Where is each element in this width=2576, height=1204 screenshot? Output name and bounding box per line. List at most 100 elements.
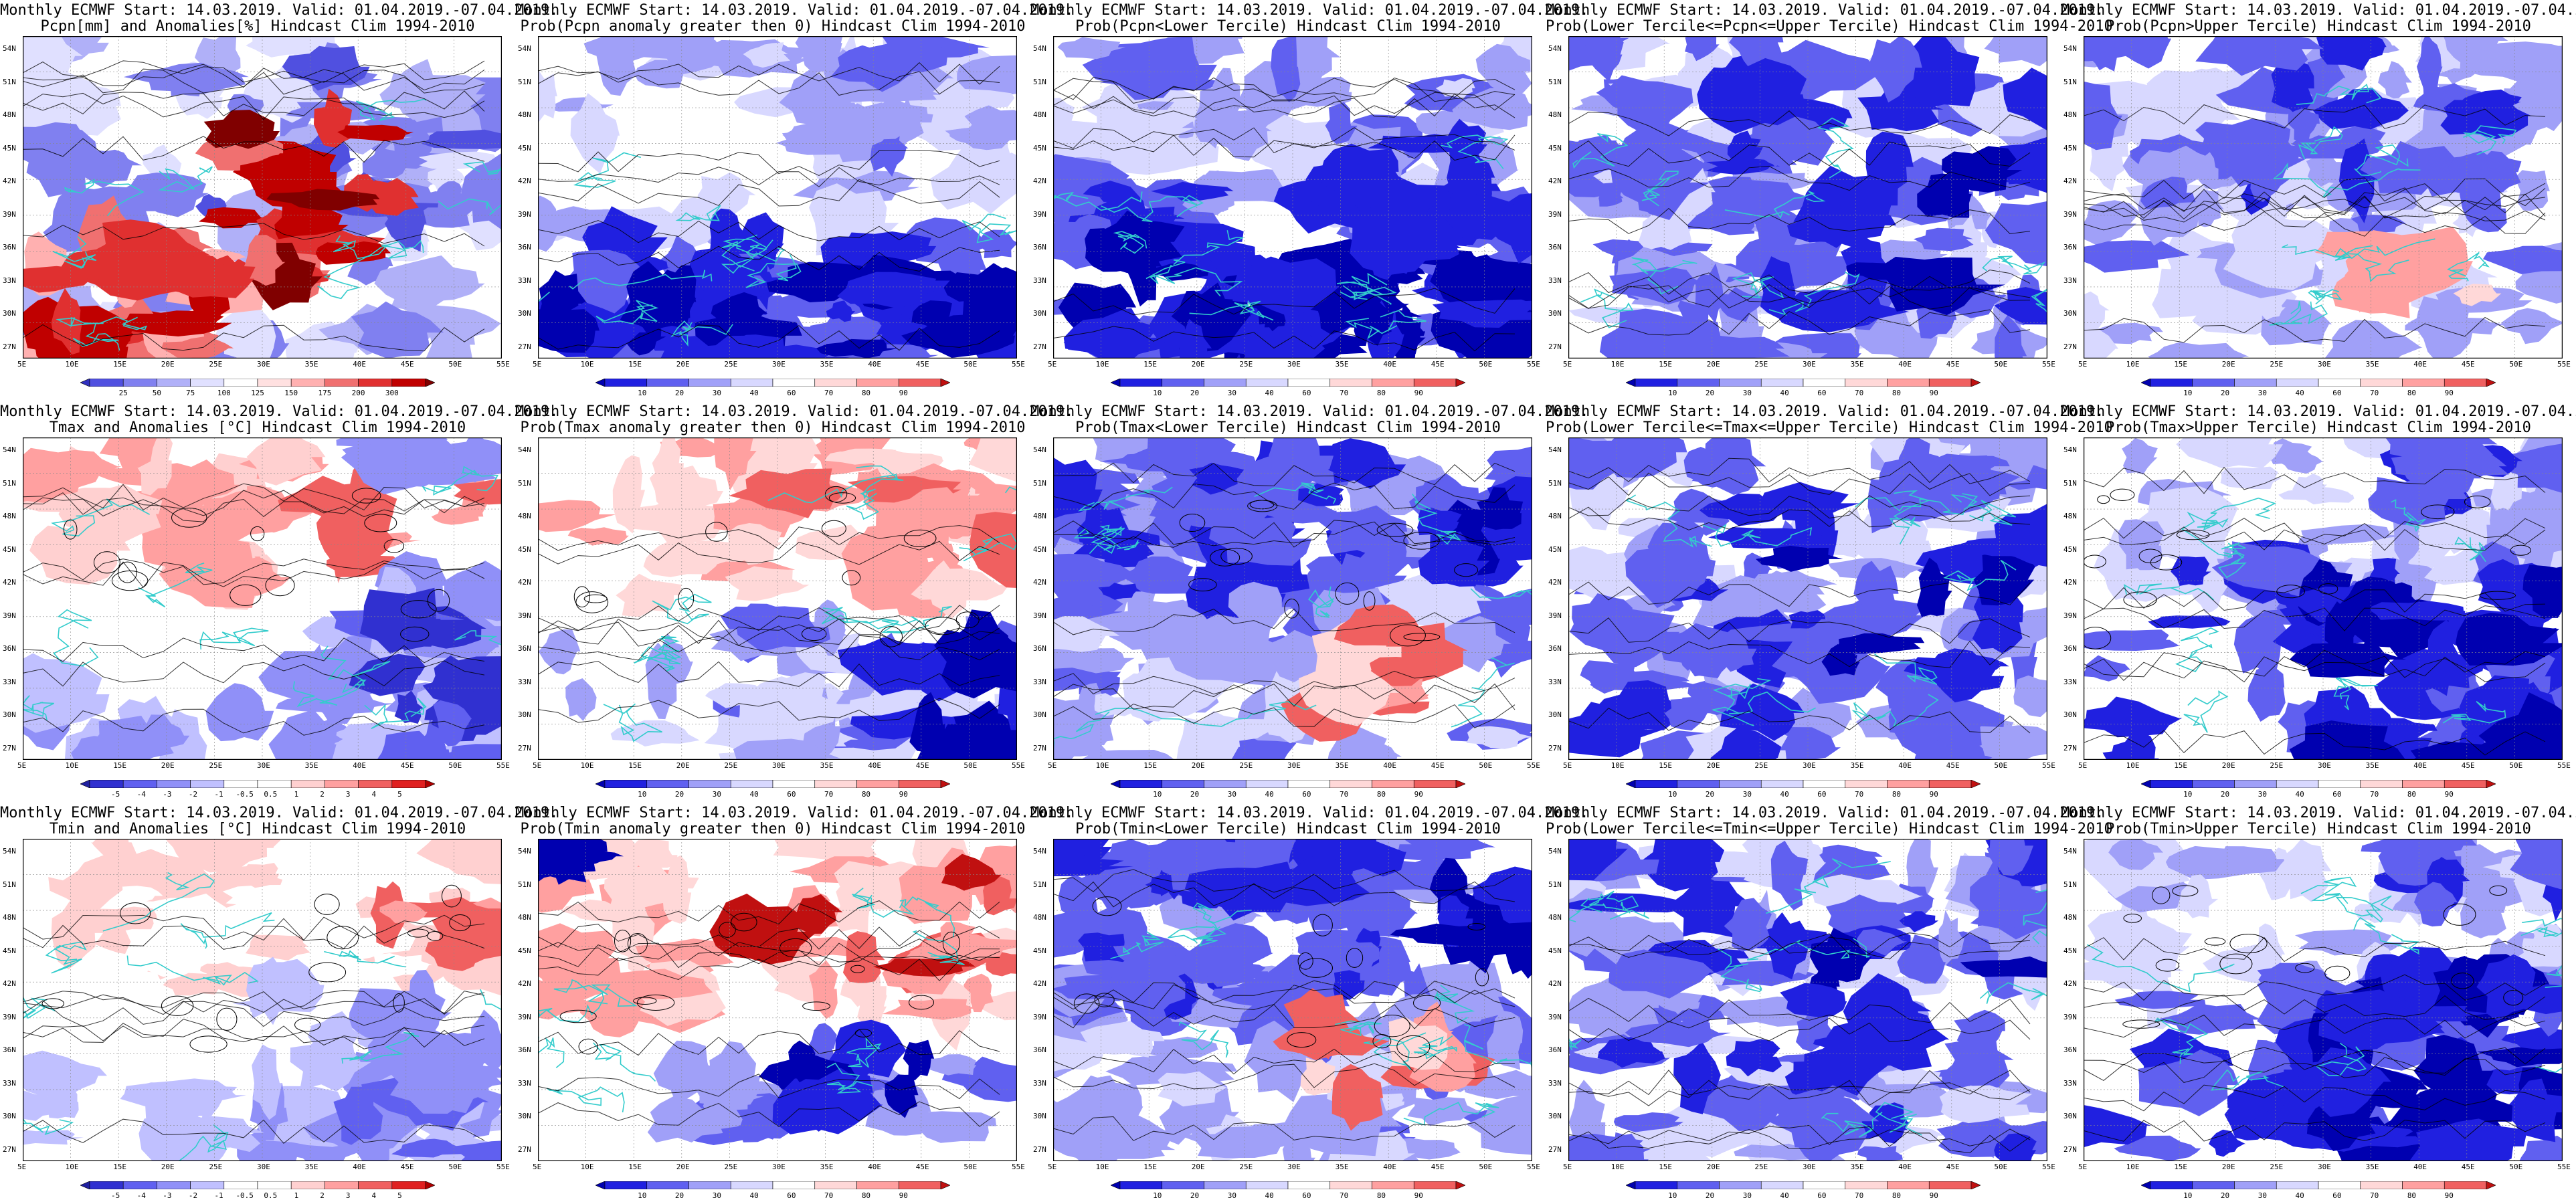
shaded-area: [2084, 200, 2140, 247]
shaded-area: [941, 854, 1002, 891]
colorbar-segment: [2234, 1181, 2277, 1189]
coastline: [462, 161, 502, 194]
latitude-label: 48N: [1033, 110, 1046, 120]
contour-ring: [824, 486, 848, 503]
longitude-label: 55E: [2042, 761, 2055, 770]
colorbar-segment: [1845, 1181, 1888, 1189]
colorbar-segment: [1803, 780, 1846, 788]
shaded-area: [23, 839, 104, 881]
colorbar-tick-label: -3: [163, 1191, 172, 1200]
colorbar-tick-label: 60: [1817, 1191, 1827, 1200]
shaded-area: [666, 36, 703, 72]
shaded-area: [1598, 189, 1624, 207]
shaded-area: [2425, 619, 2459, 696]
contour-line: [1053, 78, 1515, 104]
colorbar-segment: [604, 780, 648, 788]
coastline: [56, 316, 148, 330]
latitude-label: 48N: [3, 913, 16, 922]
contour-line: [2084, 1084, 2546, 1112]
latitude-label: 51N: [518, 77, 531, 86]
colorbar-labels: 10 20 30 40 60 70 80 90: [2141, 389, 2496, 398]
shaded-area: [2312, 88, 2409, 130]
coastline: [2520, 918, 2563, 938]
shaded-area: [1212, 982, 1307, 1007]
longitude-label: 35E: [304, 1163, 318, 1171]
shaded-area: [885, 1074, 919, 1118]
latitude-label: 45N: [1033, 544, 1046, 554]
coastline: [1095, 701, 1317, 727]
contour-line: [1568, 640, 2031, 668]
latitude-label: 48N: [2063, 913, 2077, 922]
latitude-label: 33N: [518, 276, 531, 285]
latitude-label: 27N: [2063, 342, 2077, 351]
colorbar-tick-label: 30: [712, 1191, 721, 1200]
colorbar-segment: [772, 1181, 816, 1189]
contour-line: [1053, 703, 1515, 728]
shaded-area: [377, 730, 446, 760]
shaded-area: [1718, 287, 1764, 322]
coastline: [652, 593, 712, 625]
contour-line: [23, 136, 485, 163]
colorbar-tick-label: 40: [749, 1191, 759, 1200]
shaded-area: [2084, 1104, 2151, 1148]
coastline: [2463, 125, 2517, 156]
contour-ring: [779, 938, 812, 958]
latitude-label: 48N: [518, 913, 531, 922]
coastline: [1580, 897, 1650, 920]
panel-title-line2: Prob(Pcpn<Lower Tercile) Hindcast Clim 1…: [1075, 18, 1501, 35]
shaded-area: [2084, 291, 2110, 333]
latitude-label: 54N: [1033, 44, 1046, 53]
colorbar-tick-label: 80: [2407, 389, 2417, 397]
latitude-label: 39N: [1033, 1012, 1046, 1021]
colorbar-tick-label: 90: [2444, 790, 2454, 799]
colorbar-tick-label: -5: [110, 790, 120, 799]
shaded-area: [538, 69, 557, 124]
longitude-label: 30E: [2318, 761, 2331, 770]
shaded-area: [1053, 457, 1103, 519]
shaded-area: [2519, 1135, 2563, 1161]
shaded-area: [630, 498, 731, 544]
shaded-area: [957, 55, 1017, 94]
shaded-area: [677, 334, 808, 359]
shaded-area: [162, 460, 242, 508]
contour-ring: [2318, 583, 2338, 595]
contour-ring: [1297, 952, 1313, 970]
contour-line: [538, 1101, 1000, 1128]
shaded-area: [1760, 256, 1797, 319]
contour-ring: [633, 997, 657, 1005]
colorbar-segment: [1928, 379, 1972, 387]
shaded-area: [1053, 647, 1135, 674]
shaded-area: [1825, 894, 1918, 937]
longitude-label: 20E: [1706, 360, 1720, 369]
shaded-area: [2192, 189, 2224, 227]
colorbar-tick-label: 70: [1855, 1191, 1864, 1200]
shaded-area: [538, 923, 622, 992]
latitude-label: 39N: [2063, 611, 2077, 620]
shaded-area: [1166, 614, 1295, 686]
shaded-area: [1821, 643, 1860, 676]
longitude-label: 30E: [257, 1163, 270, 1171]
colorbar-segment: [2192, 780, 2235, 788]
contour-line: [23, 223, 485, 247]
coastline: [1413, 1035, 1457, 1060]
longitude-label: 50E: [1479, 360, 1493, 369]
contour-ring: [1346, 948, 1364, 968]
longitude-label: 45E: [915, 360, 929, 369]
colorbar-tick-label: 40: [1780, 389, 1789, 397]
colorbar-tick-label: 80: [1892, 790, 1902, 799]
colorbar-segment: [814, 379, 857, 387]
latitude-label: 42N: [1033, 578, 1046, 587]
colorbar-tick-label: 30: [2258, 1191, 2267, 1200]
shaded-area: [1082, 36, 1217, 100]
colorbar-segment: [2234, 379, 2277, 387]
contour-ring: [575, 591, 609, 613]
contour-ring: [942, 931, 960, 955]
longitude-label: 35E: [304, 761, 318, 770]
colorbar-tick-label: 2: [320, 790, 325, 799]
shaded-area: [451, 437, 502, 475]
colorbar-tick-label: 70: [2370, 1191, 2379, 1200]
contour-ring: [955, 611, 980, 629]
colorbar-segment: [604, 1181, 648, 1189]
coastline: [603, 703, 662, 742]
shaded-area: [538, 309, 600, 353]
